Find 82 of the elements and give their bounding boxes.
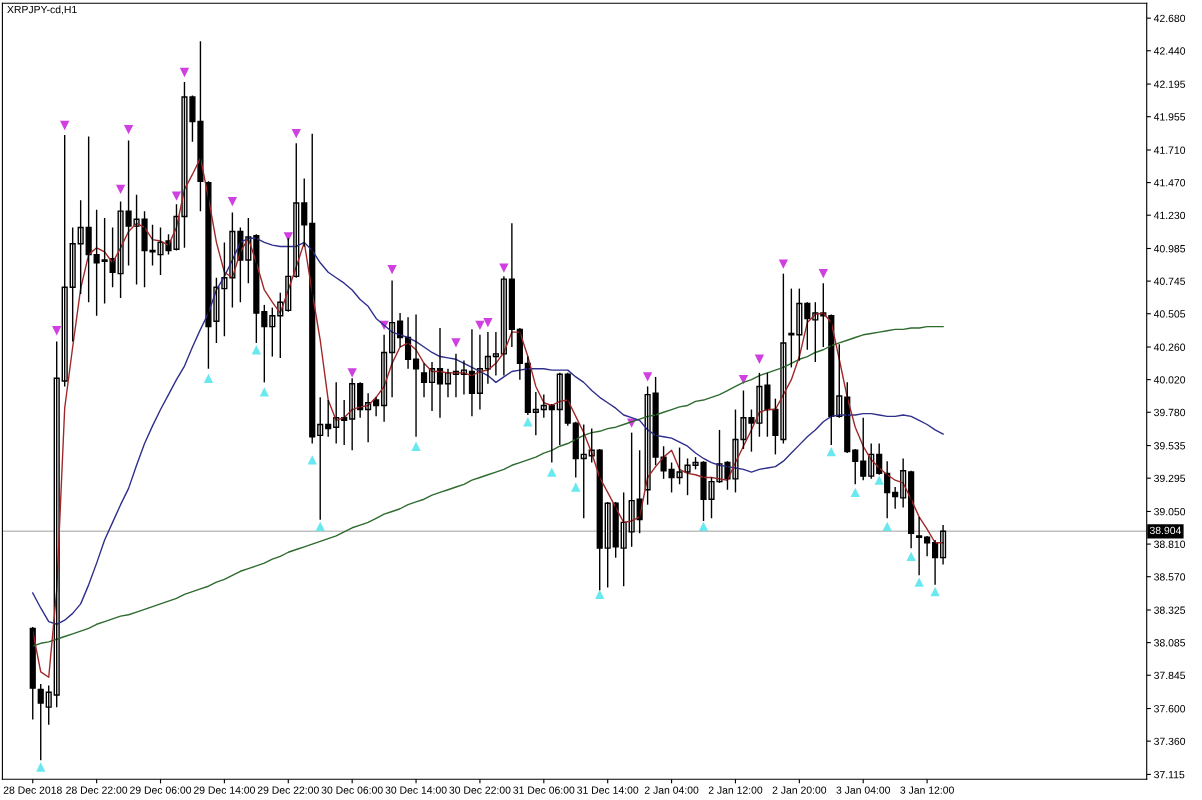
point	[283, 232, 293, 242]
point	[315, 521, 325, 532]
point	[483, 317, 493, 328]
point	[387, 264, 397, 275]
point	[930, 587, 940, 597]
point	[874, 475, 884, 485]
y-tick-label: 38.570	[1154, 573, 1186, 581]
x-tick-label: 30 Dec 22:00	[449, 786, 511, 794]
y-tick-label: 40.505	[1153, 310, 1186, 318]
y-tick-label: 39.780	[1154, 408, 1186, 417]
y-tick-label: 42.440	[1153, 47, 1186, 55]
point	[523, 417, 533, 427]
point	[571, 482, 581, 492]
x-tick-label: 3 Jan 04:00	[836, 786, 891, 794]
y-tick-label: 42.195	[1153, 80, 1186, 88]
x-tick-label: 30 Dec 06:00	[321, 786, 383, 794]
point	[754, 354, 765, 364]
x-tick-label: 29 Dec 06:00	[130, 786, 192, 794]
line-series	[32, 325, 944, 647]
y-tick-label: 38.085	[1154, 639, 1186, 647]
x-tick-label: 29 Dec 14:00	[193, 786, 255, 794]
point	[259, 387, 269, 397]
y-tick-label: 39.050	[1154, 507, 1186, 516]
point	[60, 120, 70, 131]
x-tick-label: 31 Dec 14:00	[577, 786, 639, 794]
x-tick-label: 28 Dec 2018	[3, 786, 62, 794]
x-tick-label: 31 Dec 06:00	[513, 786, 575, 794]
point	[738, 374, 749, 385]
point	[179, 67, 190, 78]
y-tick-label: 39.535	[1154, 442, 1186, 450]
point	[914, 577, 924, 587]
point	[850, 487, 860, 498]
point	[642, 372, 653, 382]
chart-title: XRPJPY-cd,H1	[7, 5, 77, 15]
point	[547, 467, 557, 477]
y-tick-label: 40.745	[1153, 277, 1186, 285]
y-tick-label: 37.360	[1154, 737, 1186, 746]
point	[475, 320, 485, 330]
point	[347, 368, 357, 378]
point	[36, 762, 46, 772]
point	[171, 191, 182, 201]
y-tick-label: 37.600	[1154, 705, 1186, 713]
point	[227, 196, 238, 207]
point	[499, 263, 509, 273]
y-tick-label: 41.710	[1153, 146, 1186, 154]
y-tick-label: 38.810	[1154, 540, 1186, 548]
point	[411, 441, 421, 451]
point	[778, 259, 789, 269]
y-tick-label: 42.680	[1153, 14, 1186, 23]
x-tick-label: 30 Dec 14:00	[385, 786, 447, 794]
point	[251, 345, 261, 355]
candlestick	[101, 217, 108, 305]
y-tick-label: 38.325	[1154, 606, 1186, 614]
y-tick-label: 39.295	[1154, 474, 1186, 483]
y-tick-label: 41.230	[1153, 211, 1186, 220]
y-tick-label: 37.845	[1154, 671, 1186, 680]
x-tick-label: 3 Jan 12:00	[900, 786, 954, 794]
point	[595, 589, 605, 600]
y-tick-label: 40.020	[1153, 376, 1186, 384]
point	[123, 124, 134, 135]
y-tick-label: 41.470	[1153, 179, 1186, 187]
point	[203, 373, 214, 383]
y-tick-label: 40.985	[1153, 245, 1186, 253]
x-tick-label: 2 Jan 12:00	[708, 786, 763, 794]
line-series	[32, 237, 944, 625]
x-tick-label: 2 Jan 04:00	[644, 786, 699, 794]
point	[698, 521, 709, 532]
point	[818, 268, 828, 279]
y-tick-label: 37.115	[1154, 770, 1185, 779]
point	[115, 184, 126, 195]
point	[291, 129, 301, 139]
y-tick-label: 41.955	[1153, 113, 1186, 121]
y-tick-label: 40.260	[1153, 343, 1186, 351]
point	[826, 447, 836, 457]
x-tick-label: 29 Dec 22:00	[257, 786, 319, 794]
x-tick-label: 28 Dec 22:00	[66, 786, 128, 794]
x-tick-label: 2 Jan 20:00	[772, 786, 827, 794]
point	[906, 551, 916, 561]
point	[882, 521, 892, 532]
point	[52, 326, 62, 336]
ref-line-label: 38.904	[1149, 526, 1182, 535]
point	[451, 338, 461, 348]
